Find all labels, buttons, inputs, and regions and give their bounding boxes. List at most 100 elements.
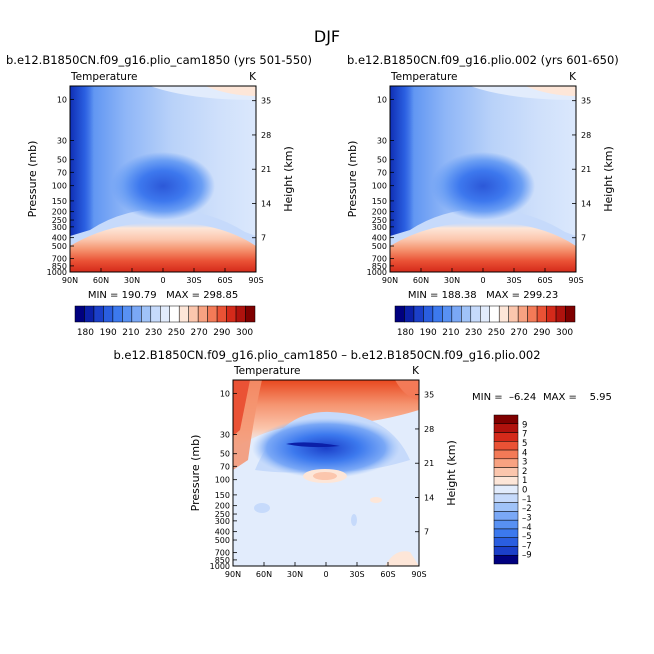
panel-1-ylabel-left: Pressure (mb) [26, 141, 39, 218]
panel-1-xtick-label: 30N [124, 276, 140, 285]
panel-2-xtick-label: 60N [413, 276, 429, 285]
colorbar-label: 300 [236, 328, 253, 338]
panel-1-subtitle: b.e12.B1850CN.f09_g16.plio_cam1850 (yrs … [6, 53, 312, 67]
panel-3-pressure-tick: 150 [215, 491, 230, 500]
panel-3-pressure-tick: 850 [215, 556, 230, 565]
colorbar-swatch [103, 305, 114, 323]
colorbar-swatch [197, 305, 208, 323]
colorbar-swatch [555, 305, 566, 323]
colorbar-label: 180 [397, 328, 414, 338]
panel-3-xtick-label: 90S [411, 570, 426, 579]
panel-3-pressure-tick: 200 [215, 502, 230, 511]
colorbar-swatch [84, 305, 95, 323]
panel-3-units: K [412, 365, 420, 377]
colorbar-swatch [493, 502, 519, 512]
colorbar-swatch [461, 305, 472, 323]
panel-2-pressure-tick: 30 [377, 137, 387, 146]
colorbar-swatch [493, 484, 519, 495]
panel-3-height-tick: 28 [424, 425, 434, 434]
panel-3-xtick-label: 60S [380, 570, 395, 579]
colorbar-swatch [546, 305, 557, 323]
panel-1-axes: 90N 60N 30N 0 30S 60S 90S103050701001502002503… [47, 95, 272, 285]
panel-3-xtick-label: 30N [287, 570, 303, 579]
panel-1-pressure-tick: 150 [52, 197, 67, 206]
panel-3-pressure-tick: 250 [215, 510, 230, 519]
panel-2-pressure-tick: 70 [377, 168, 387, 177]
panel-1-height-tick: 28 [261, 131, 271, 140]
panel-3-pressure-tick: 700 [215, 549, 230, 558]
panel-3-height-tick: 14 [424, 493, 434, 502]
colorbar-2: 180 190 210 230 250 270 290 300 [394, 305, 576, 338]
panel-1-pressure-tick: 700 [52, 255, 67, 264]
panel-3-height-tick: 7 [424, 528, 429, 537]
panel-1-variable: Temperature [70, 71, 138, 83]
colorbar-swatch [493, 554, 519, 565]
panel-1-pressure-tick: 50 [57, 156, 67, 165]
colorbar-swatch [493, 519, 519, 530]
panel-2-field [390, 86, 576, 272]
panel-2-height-tick: 14 [581, 199, 591, 208]
panel-3-axes: 90N 60N 30N 0 30S 60S 90S103050701001502002503… [210, 389, 435, 579]
panel-1-pressure-tick: 400 [52, 234, 67, 243]
panel-3-pressure-tick: 70 [220, 462, 230, 471]
panel-2-xtick-label: 90N [382, 276, 398, 285]
colorbar-swatch [536, 305, 547, 323]
colorbar-swatch [493, 546, 519, 556]
panel-3-xtick-label: 60N [256, 570, 272, 579]
panel-1-height-tick: 7 [261, 234, 266, 243]
colorbar-swatch [394, 305, 405, 323]
colorbar-swatch [423, 305, 434, 323]
panel-1-stats: MIN = 190.79 MAX = 298.85 [88, 290, 238, 301]
panel-1-field [70, 86, 256, 272]
colorbar-label: –1 [522, 495, 532, 505]
panel-2-xtick-label: 60S [537, 276, 552, 285]
panel-3-subtitle: b.e12.B1850CN.f09_g16.plio_cam1850 – b.e… [113, 348, 540, 362]
colorbar-swatch [122, 305, 133, 323]
colorbar-swatch [150, 305, 161, 323]
panel-1-pressure-tick: 100 [52, 182, 67, 191]
colorbar-label: –3 [522, 513, 532, 523]
panel-1-pressure-tick: 70 [57, 168, 67, 177]
panel-1-height-tick: 21 [261, 165, 271, 174]
colorbar-swatch [493, 423, 519, 433]
colorbar-swatch [442, 305, 453, 323]
colorbar-swatch [141, 305, 152, 323]
colorbar-label: 7 [522, 430, 527, 440]
colorbar-label: –4 [522, 523, 532, 533]
panel-1-xtick-label: 90S [248, 276, 263, 285]
colorbar-swatch [112, 305, 123, 323]
colorbar-label: 210 [122, 328, 139, 338]
colorbar-swatch [493, 441, 519, 451]
panel-2-pressure-tick: 700 [372, 255, 387, 264]
panel-2-pressure-tick: 500 [372, 242, 387, 251]
panel-2-pressure-tick: 300 [372, 223, 387, 232]
panel-1-pressure-tick: 10 [57, 95, 67, 104]
panel-1-units: K [249, 71, 257, 83]
panel-1-xtick-label: 90N [62, 276, 78, 285]
colorbar-label: 290 [213, 328, 230, 338]
colorbar-swatch [498, 305, 509, 323]
panel-2-pressure-tick: 10 [377, 95, 387, 104]
panel-2-ylabel-left: Pressure (mb) [346, 141, 359, 218]
panel-3-ylabel-left: Pressure (mb) [189, 435, 202, 512]
colorbar-1: 180 190 210 230 250 270 290 300 [74, 305, 256, 338]
colorbar-label: 2 [522, 467, 527, 477]
panel-2-xtick-label: 0 [480, 276, 485, 285]
panel-2-height-tick: 35 [581, 97, 591, 106]
colorbar-swatch [235, 305, 246, 323]
colorbar-swatch [489, 305, 500, 323]
colorbar-swatch [508, 305, 519, 323]
colorbar-label: –5 [522, 532, 532, 542]
figure-title: DJF [314, 27, 340, 46]
colorbar-swatch [451, 305, 462, 323]
panel-3-xtick-label: 30S [349, 570, 364, 579]
colorbar-label: 210 [442, 328, 459, 338]
panel-3-pressure-tick: 1000 [210, 562, 230, 571]
panel-2-pressure-tick: 400 [372, 234, 387, 243]
panel-3-xtick-label: 90N [225, 570, 241, 579]
panel-3: b.e12.B1850CN.f09_g16.plio_cam1850 – b.e… [113, 348, 611, 579]
colorbar-label: 270 [191, 328, 208, 338]
panel-3-variable: Temperature [233, 365, 301, 377]
panel-1-height-tick: 14 [261, 199, 271, 208]
